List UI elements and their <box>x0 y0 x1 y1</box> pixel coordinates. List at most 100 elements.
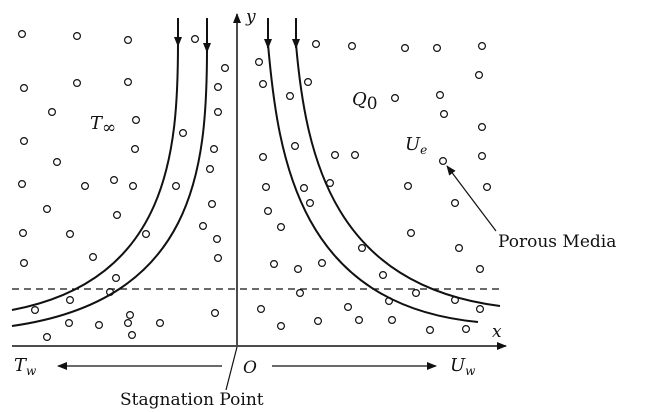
porous-media-dot <box>286 91 295 100</box>
porous-media-dot <box>206 165 215 174</box>
porous-media-dot <box>331 151 340 160</box>
porous-media-dot <box>436 90 445 99</box>
stagnation-point-label: Stagnation Point <box>120 390 264 410</box>
porous-media-dot <box>351 151 360 160</box>
porous-media-dot <box>476 265 485 274</box>
porous-media-dot <box>191 34 200 43</box>
porous-media-dot <box>20 137 29 146</box>
porous-media-dot <box>294 265 303 274</box>
porous-media-dot <box>433 43 442 52</box>
porous-media-dot <box>277 322 286 331</box>
porous-media-dot <box>255 57 264 66</box>
porous-media-dot <box>391 93 400 102</box>
uw-label: Uw <box>450 355 476 378</box>
porous-media-dot <box>65 296 74 305</box>
porous-media-dot <box>18 30 27 39</box>
porous-media-dot <box>72 31 81 40</box>
porous-media-dot <box>129 182 138 191</box>
porous-media-dot <box>214 254 223 263</box>
porous-media-label: Porous Media <box>498 232 616 252</box>
porous-media-dot <box>407 229 416 238</box>
porous-media-dot <box>123 35 132 44</box>
porous-media-dot <box>65 230 74 239</box>
porous-media-dot <box>475 70 484 79</box>
porous-media-dot <box>314 317 323 326</box>
porous-media-dot <box>451 199 460 208</box>
porous-media-dot <box>20 83 29 92</box>
porous-media-dot <box>123 319 132 328</box>
porous-media-dot <box>132 115 141 124</box>
porous-media-dot <box>426 326 435 335</box>
porous-media-dot <box>214 107 223 116</box>
porous-media-dot <box>388 316 397 325</box>
porous-media-dot <box>440 109 449 118</box>
porous-media-dot <box>31 306 40 315</box>
porous-media-dot <box>19 229 28 238</box>
porous-media-dot <box>355 316 364 325</box>
porous-media-pointer <box>446 165 497 232</box>
porous-media-dot <box>344 303 353 312</box>
origin-label: O <box>243 358 257 378</box>
porous-media-dot <box>259 79 268 88</box>
porous-media-dot <box>111 274 120 283</box>
porous-media-dot <box>277 223 286 232</box>
porous-media-dot <box>112 211 121 220</box>
porous-media-dot <box>123 77 132 86</box>
porous-media-dot <box>179 129 188 138</box>
porous-media-dot <box>109 176 118 185</box>
porous-media-dot <box>131 145 140 154</box>
porous-media-dot <box>404 182 413 191</box>
porous-media-dot <box>478 122 487 131</box>
porous-media-dot <box>358 244 367 253</box>
porous-media-dot <box>300 184 309 193</box>
porous-media-dot <box>264 207 273 216</box>
stagnation-pointer <box>225 346 238 391</box>
porous-media-dot <box>210 145 219 154</box>
porous-media-dot <box>80 182 89 191</box>
streamline-right-inner <box>267 43 479 323</box>
porous-media-dot <box>270 260 279 269</box>
porous-media-dot <box>262 183 271 192</box>
porous-media-dot <box>208 200 217 209</box>
x-axis-label: x <box>492 322 502 342</box>
streamline-left-outer <box>11 41 179 311</box>
porous-media-dot <box>304 77 313 86</box>
porous-media-dot <box>296 289 305 298</box>
ue-label: Ue <box>405 134 427 157</box>
porous-media-dot <box>478 152 487 161</box>
porous-media-dot <box>214 82 223 91</box>
porous-media-dot <box>306 199 315 208</box>
porous-media-dot <box>483 183 492 192</box>
porous-media-dot <box>128 331 137 340</box>
streamline-right-outer <box>295 43 501 307</box>
porous-media-dot <box>156 319 165 328</box>
porous-media-dot <box>312 39 321 48</box>
porous-media-dot <box>401 43 410 52</box>
porous-media-dot <box>379 271 388 280</box>
porous-media-dot <box>455 244 464 253</box>
porous-media-dot <box>412 289 421 298</box>
porous-media-dot <box>64 319 73 328</box>
porous-media-dot <box>478 41 487 50</box>
porous-media-dot <box>199 222 208 231</box>
porous-media-dot <box>72 78 81 87</box>
porous-media-dot <box>213 235 222 244</box>
porous-media-dot <box>259 153 268 162</box>
porous-media-dot <box>462 325 471 334</box>
porous-media-dot <box>18 180 27 189</box>
porous-media-dot <box>211 309 220 318</box>
porous-media-dot <box>257 305 266 314</box>
porous-media-dot <box>42 205 51 214</box>
porous-media-dots <box>18 30 492 342</box>
porous-media-dot <box>47 107 56 116</box>
porous-media-dot <box>291 142 300 151</box>
porous-media-dot <box>142 230 151 239</box>
porous-media-dot <box>94 321 103 330</box>
porous-media-dot <box>20 259 29 268</box>
porous-media-dot <box>318 259 327 268</box>
q0-label: Q0 <box>352 89 378 114</box>
t-infinity-label: T∞ <box>90 113 116 138</box>
porous-media-dot <box>439 157 448 166</box>
porous-media-dot <box>125 311 134 320</box>
